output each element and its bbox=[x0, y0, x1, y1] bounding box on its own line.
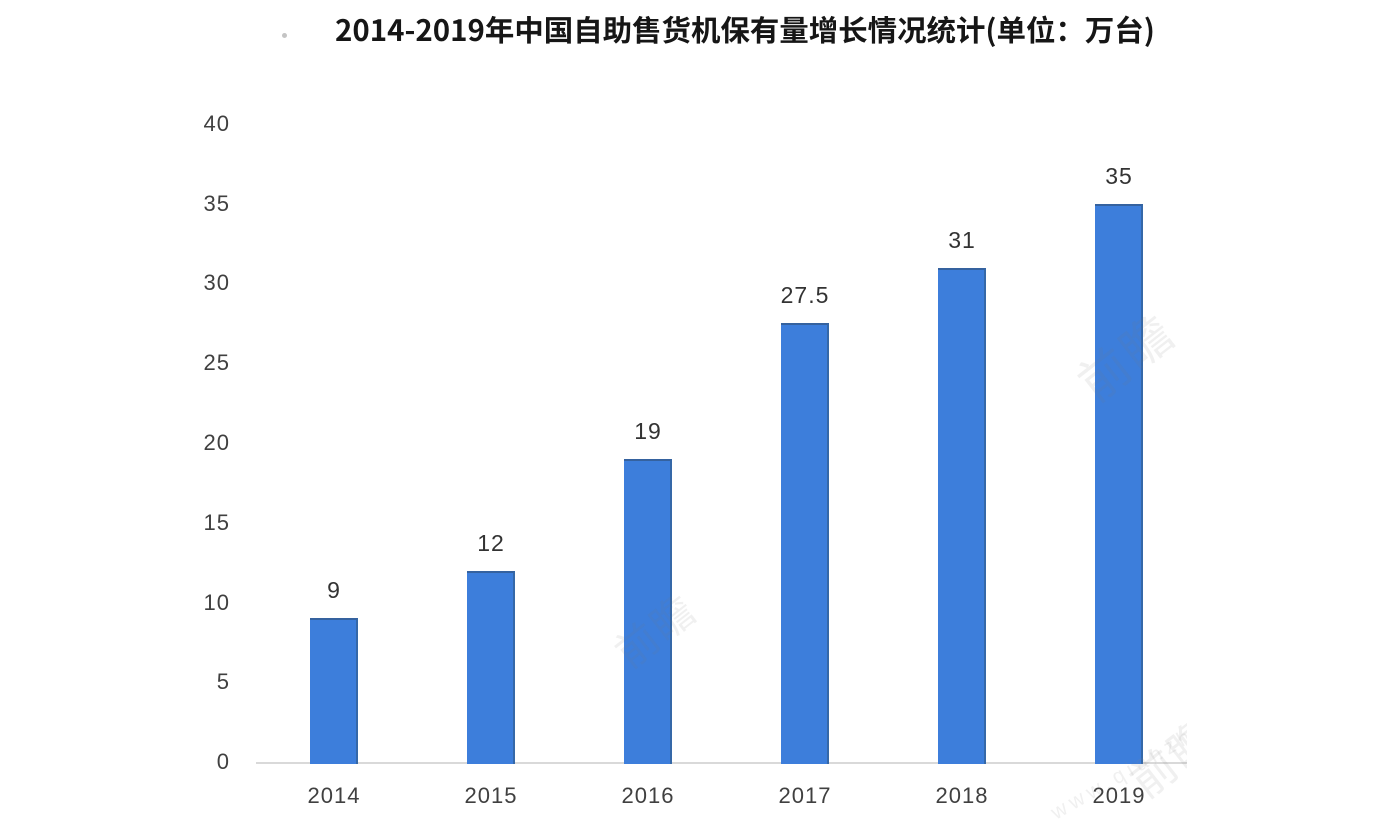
svg-text:www.qianzhan: www.qianzhan bbox=[1046, 707, 1228, 825]
